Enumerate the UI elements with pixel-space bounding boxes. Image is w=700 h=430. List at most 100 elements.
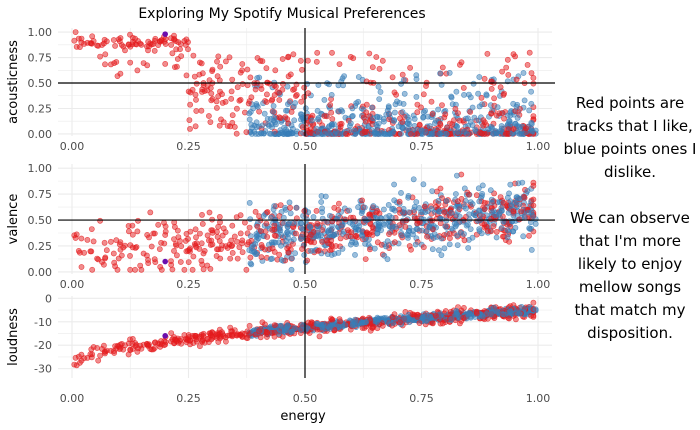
liked-track-point [480, 117, 487, 124]
disliked-track-point [453, 88, 460, 95]
liked-track-point [209, 241, 216, 248]
liked-track-point [359, 197, 365, 204]
disliked-track-point [253, 124, 260, 130]
disliked-track-point [331, 130, 338, 137]
disliked-track-point [520, 70, 527, 76]
liked-track-point [369, 324, 376, 331]
liked-track-point [101, 342, 107, 349]
disliked-track-point [326, 227, 332, 234]
disliked-track-point [321, 131, 328, 137]
disliked-track-point [284, 229, 290, 236]
liked-track-point [94, 42, 100, 49]
disliked-track-point [465, 91, 472, 98]
disliked-track-point [381, 221, 388, 228]
liked-track-point [500, 199, 507, 206]
liked-track-point [505, 72, 512, 78]
liked-track-point [182, 237, 189, 244]
liked-track-point [264, 233, 271, 240]
liked-track-point [162, 228, 169, 235]
liked-track-point [304, 57, 311, 64]
liked-track-point [271, 226, 278, 233]
liked-track-point [192, 123, 199, 130]
disliked-track-point [477, 211, 484, 218]
liked-track-point [193, 338, 200, 345]
disliked-track-point [258, 130, 265, 137]
liked-track-point [263, 65, 270, 72]
disliked-track-point [521, 97, 528, 104]
liked-track-point [366, 246, 373, 253]
disliked-track-point [283, 107, 289, 114]
liked-track-point [88, 248, 95, 255]
liked-track-point [81, 355, 87, 362]
liked-track-point [243, 266, 250, 273]
disliked-track-point [298, 233, 305, 240]
liked-track-point [216, 122, 223, 129]
disliked-track-point [283, 324, 289, 331]
liked-track-point [190, 253, 197, 260]
disliked-track-point [454, 242, 461, 248]
liked-track-point [152, 339, 159, 346]
disliked-track-point [356, 223, 363, 229]
liked-track-point [441, 232, 448, 238]
disliked-track-point [302, 105, 309, 112]
disliked-track-point [306, 223, 313, 230]
liked-track-point [239, 81, 246, 87]
liked-track-point [155, 221, 162, 228]
liked-track-point [526, 232, 532, 239]
liked-track-point [363, 101, 370, 108]
liked-track-point [219, 100, 226, 106]
liked-track-point [481, 75, 488, 82]
liked-track-point [178, 243, 185, 250]
disliked-track-point [314, 320, 321, 327]
liked-track-point [217, 255, 224, 262]
disliked-track-point [326, 212, 333, 219]
liked-track-point [421, 203, 428, 210]
liked-track-point [428, 98, 435, 105]
liked-track-point [192, 242, 199, 249]
disliked-track-point [370, 203, 377, 209]
liked-track-point [241, 219, 248, 226]
liked-track-point [215, 339, 222, 345]
disliked-track-point [391, 181, 397, 188]
liked-track-point [234, 84, 241, 91]
liked-track-point [252, 86, 259, 93]
disliked-track-point [500, 311, 507, 318]
liked-track-point [268, 97, 275, 104]
liked-track-point [263, 91, 270, 98]
liked-track-point [244, 241, 251, 248]
disliked-track-point [494, 104, 501, 111]
disliked-track-point [507, 112, 514, 119]
liked-track-point [252, 208, 259, 215]
liked-track-point [77, 249, 83, 256]
liked-track-point [352, 233, 359, 240]
liked-track-point [299, 66, 305, 73]
liked-track-point [208, 90, 215, 97]
liked-track-point [220, 333, 227, 339]
liked-track-point [458, 307, 465, 314]
disliked-track-point [399, 232, 405, 239]
liked-track-point [460, 85, 467, 91]
liked-track-point [102, 350, 108, 357]
liked-track-point [215, 246, 222, 253]
disliked-track-point [453, 172, 460, 179]
disliked-track-point [328, 92, 335, 98]
liked-track-point [516, 216, 523, 223]
liked-track-point [199, 89, 205, 95]
liked-track-point [245, 100, 252, 107]
note-paragraph-1: Red points are tracks that I like, blue … [563, 94, 697, 181]
liked-track-point [233, 214, 240, 220]
liked-track-point [414, 130, 421, 137]
disliked-track-point [469, 104, 476, 111]
liked-track-point [530, 196, 537, 203]
liked-track-point [285, 54, 291, 61]
liked-track-point [233, 105, 240, 112]
liked-track-point [175, 39, 182, 46]
y-tick-label: 0.25 [28, 240, 53, 253]
liked-track-point [284, 245, 291, 252]
disliked-track-point [437, 70, 443, 77]
liked-track-point [386, 231, 392, 237]
y-tick-label: 0.00 [28, 266, 53, 279]
disliked-track-point [355, 204, 361, 211]
disliked-track-point [498, 225, 505, 231]
